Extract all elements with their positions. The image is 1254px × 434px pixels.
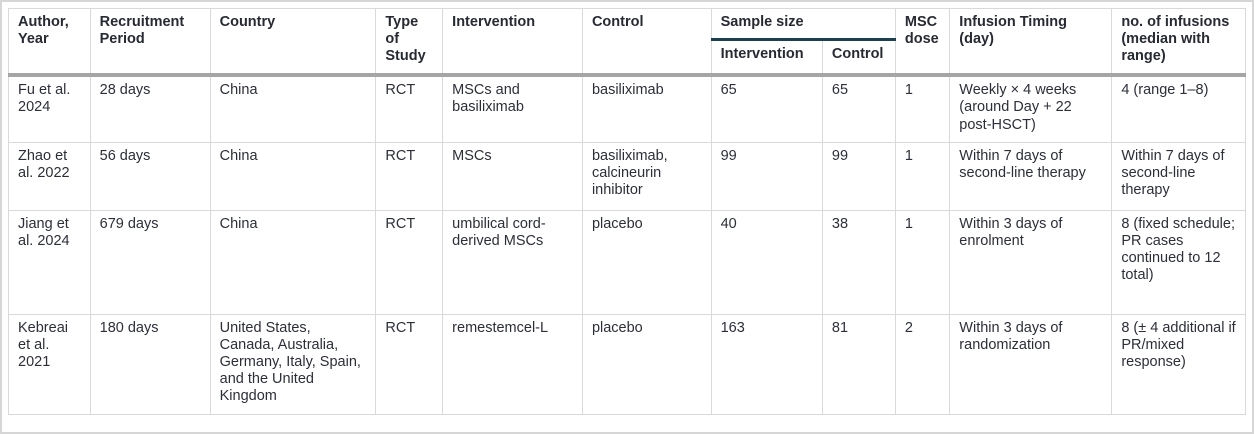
header-sample-size: Sample size: [710, 7, 896, 42]
cell-no-of-infusions: Within 7 days of second-line therapy: [1111, 141, 1246, 211]
cell-type-of-study: RCT: [375, 209, 444, 315]
cell-sample-control: 99: [821, 141, 896, 211]
table-row: Kebreai et al. 2021 180 days United Stat…: [8, 313, 1246, 415]
table-row: Jiang et al. 2024 679 days China RCT umb…: [8, 209, 1246, 315]
cell-sample-control: 38: [821, 209, 896, 315]
header-recruitment-period: Recruitment Period: [89, 8, 211, 78]
cell-msc-dose: 1: [894, 209, 951, 315]
cell-sample-control: 65: [821, 74, 896, 143]
cell-country: China: [209, 141, 377, 211]
table-row: Zhao et al. 2022 56 days China RCT MSCs …: [8, 141, 1246, 211]
cell-recruitment-period: 56 days: [89, 141, 211, 211]
cell-msc-dose: 1: [894, 141, 951, 211]
cell-msc-dose: 2: [894, 313, 951, 415]
cell-no-of-infusions: 8 (± 4 additional if PR/mixed response): [1111, 313, 1246, 415]
cell-infusion-timing: Within 7 days of second-line therapy: [949, 141, 1113, 211]
header-author-year: Author, Year: [8, 8, 91, 78]
table-row: Fu et al. 2024 28 days China RCT MSCs an…: [8, 74, 1246, 143]
cell-sample-intervention: 163: [710, 313, 823, 415]
cell-type-of-study: RCT: [375, 313, 444, 415]
cell-author-year: Jiang et al. 2024: [8, 209, 91, 315]
cell-control: basiliximab, calcineurin inhibitor: [581, 141, 712, 211]
table-body: Fu et al. 2024 28 days China RCT MSCs an…: [8, 74, 1246, 415]
cell-sample-control: 81: [821, 313, 896, 415]
header-intervention: Intervention: [442, 8, 583, 78]
cell-no-of-infusions: 8 (fixed schedule; PR cases continued to…: [1111, 209, 1246, 315]
header-infusion-timing: Infusion Timing (day): [949, 8, 1113, 78]
cell-sample-intervention: 40: [710, 209, 823, 315]
header-no-of-infusions: no. of infusions (median with range): [1111, 8, 1246, 78]
cell-country: China: [209, 209, 377, 315]
cell-type-of-study: RCT: [375, 141, 444, 211]
cell-recruitment-period: 28 days: [89, 74, 211, 143]
table-header: Author, Year Recruitment Period Country …: [8, 7, 1246, 78]
cell-recruitment-period: 679 days: [89, 209, 211, 315]
header-country: Country: [209, 8, 377, 78]
header-msc-dose: MSC dose: [894, 8, 951, 78]
cell-intervention: MSCs: [442, 141, 583, 211]
study-characteristics-table: Author, Year Recruitment Period Country …: [8, 7, 1246, 415]
cell-msc-dose: 1: [894, 74, 951, 143]
cell-sample-intervention: 65: [710, 74, 823, 143]
cell-sample-intervention: 99: [710, 141, 823, 211]
cell-intervention: umbilical cord-derived MSCs: [442, 209, 583, 315]
cell-intervention: remestemcel-L: [442, 313, 583, 415]
header-control: Control: [581, 8, 712, 78]
cell-intervention: MSCs and basiliximab: [442, 74, 583, 143]
cell-no-of-infusions: 4 (range 1–8): [1111, 74, 1246, 143]
cell-control: placebo: [581, 313, 712, 415]
header-type-of-study: Type of Study: [375, 8, 444, 78]
cell-country: United States, Canada, Australia, German…: [209, 313, 377, 415]
cell-control: basiliximab: [581, 74, 712, 143]
header-sample-intervention: Intervention: [710, 39, 823, 78]
cell-recruitment-period: 180 days: [89, 313, 211, 415]
cell-type-of-study: RCT: [375, 74, 444, 143]
cell-infusion-timing: Within 3 days of enrolment: [949, 209, 1113, 315]
cell-country: China: [209, 74, 377, 143]
cell-author-year: Fu et al. 2024: [8, 74, 91, 143]
cell-infusion-timing: Within 3 days of randomization: [949, 313, 1113, 415]
cell-author-year: Zhao et al. 2022: [8, 141, 91, 211]
header-sample-control: Control: [821, 39, 896, 78]
cell-control: placebo: [581, 209, 712, 315]
cell-author-year: Kebreai et al. 2021: [8, 313, 91, 415]
cell-infusion-timing: Weekly × 4 weeks (around Day + 22 post-H…: [949, 74, 1113, 143]
